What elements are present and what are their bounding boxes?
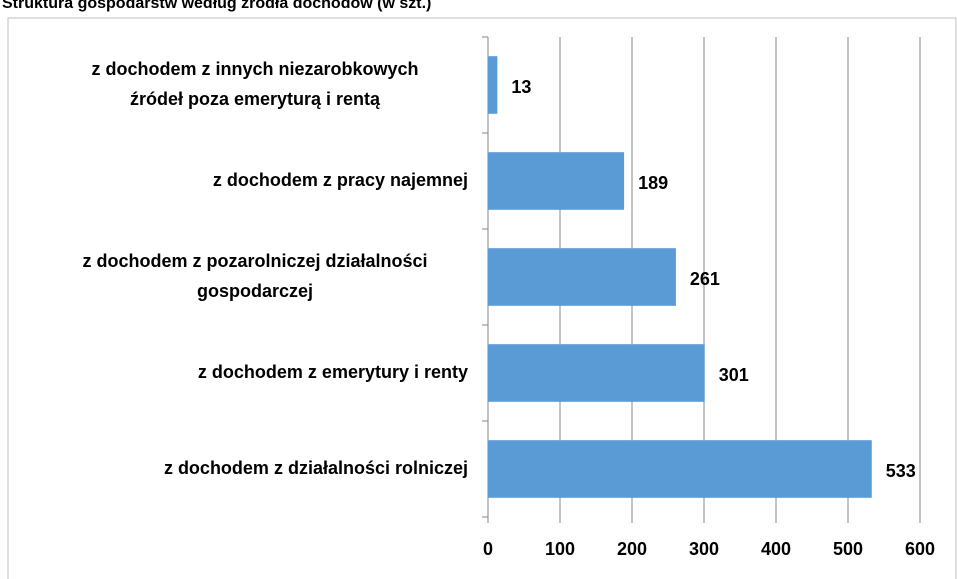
y-tick-label-line: z dochodem z innych niezarobkowych — [91, 59, 418, 79]
chart-title: Struktura gospodarstw według źródła doch… — [2, 0, 431, 12]
x-tick-label: 600 — [905, 539, 935, 559]
data-label: 189 — [638, 173, 668, 193]
y-tick-label: z dochodem z działalności rolniczej — [164, 458, 468, 478]
data-label: 533 — [886, 461, 916, 481]
x-tick-label: 500 — [833, 539, 863, 559]
y-tick-label-line: z dochodem z pracy najemnej — [213, 170, 468, 190]
y-tick-label-line: gospodarczej — [197, 281, 313, 301]
x-tick-label: 0 — [483, 539, 493, 559]
y-tick-label-line: z dochodem z pozarolniczej działalności — [82, 251, 427, 271]
bar — [488, 152, 625, 210]
bar — [488, 344, 705, 402]
x-tick-label: 100 — [545, 539, 575, 559]
y-tick-label-line: źródeł poza emeryturą i rentą — [130, 89, 381, 109]
y-tick-label-line: z dochodem z działalności rolniczej — [164, 458, 468, 478]
bar — [488, 56, 498, 114]
data-label: 13 — [511, 77, 531, 97]
y-tick-label-line: z dochodem z emerytury i renty — [198, 362, 468, 382]
data-label: 301 — [719, 365, 749, 385]
y-tick-label: z dochodem z emerytury i renty — [198, 362, 468, 382]
x-tick-label: 300 — [689, 539, 719, 559]
bar — [488, 440, 872, 498]
y-tick-label: z dochodem z pracy najemnej — [213, 170, 468, 190]
bar — [488, 248, 676, 306]
data-label: 261 — [690, 269, 720, 289]
x-tick-label: 200 — [617, 539, 647, 559]
chart-frame — [7, 17, 957, 579]
y-tick-label: z dochodem z pozarolniczej działalności g… — [82, 251, 427, 301]
y-tick-label: z dochodem z innych niezarobkowych źródeł… — [91, 59, 418, 109]
x-tick-label: 400 — [761, 539, 791, 559]
